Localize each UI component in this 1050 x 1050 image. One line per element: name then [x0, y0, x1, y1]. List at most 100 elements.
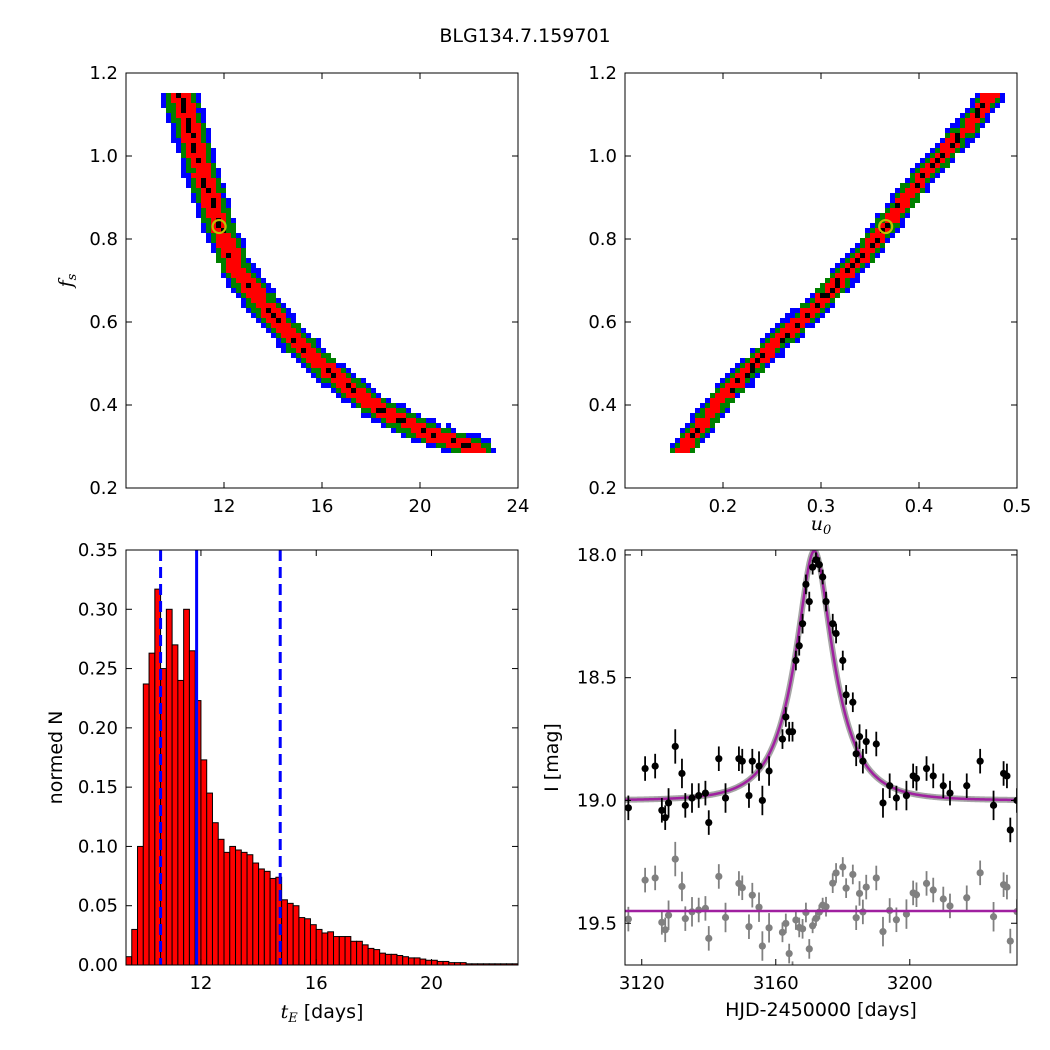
heatmap-cell — [770, 353, 775, 358]
heatmap-cell — [995, 103, 1000, 108]
histogram-bar — [384, 953, 392, 966]
heatmap-cell — [201, 113, 206, 118]
heatmap-cell — [216, 233, 221, 238]
heatmap-cell — [965, 108, 970, 113]
heatmap-cell — [341, 378, 346, 383]
heatmap-cell — [201, 143, 206, 148]
data-point — [872, 740, 880, 748]
heatmap-cell — [286, 308, 291, 313]
heatmap-cell — [296, 353, 301, 358]
heatmap-cell — [715, 383, 720, 388]
heatmap-cell — [201, 133, 206, 138]
heatmap-cell — [236, 263, 241, 268]
heatmap-cell — [905, 188, 910, 193]
heatmap-cell — [211, 218, 216, 223]
histogram-bar — [442, 960, 450, 966]
heatmap-cell — [191, 118, 196, 123]
heatmap-cell — [246, 268, 251, 273]
heatmap-cell — [181, 108, 186, 113]
data-point — [748, 757, 756, 765]
heatmap-cell — [820, 308, 825, 313]
y-axis-label: I [mag] — [541, 723, 563, 792]
heatmap-cell — [855, 253, 860, 258]
heatmap-cell — [196, 173, 201, 178]
heatmap-cell — [196, 193, 201, 198]
heatmap-cell — [461, 438, 466, 443]
heatmap-cell — [725, 378, 730, 383]
heatmap-cell — [735, 363, 740, 368]
heatmap-cell — [870, 238, 875, 243]
heatmap-cell — [775, 353, 780, 358]
heatmap-cell — [186, 158, 191, 163]
heatmap-cell — [820, 298, 825, 303]
heatmap-cell — [196, 208, 201, 213]
heatmap-cell — [705, 428, 710, 433]
heatmap-cell — [975, 133, 980, 138]
heatmap-cells — [670, 93, 1005, 453]
heatmap-cell — [346, 378, 351, 383]
heatmap-cell — [286, 323, 291, 328]
heatmap-cell — [710, 408, 715, 413]
heatmap-cell — [740, 388, 745, 393]
residual-point — [661, 926, 669, 934]
heatmap-cell — [980, 103, 985, 108]
heatmap-cell — [336, 388, 341, 393]
data-point — [852, 750, 860, 758]
heatmap-cell — [985, 108, 990, 113]
heatmap-cell — [231, 283, 236, 288]
heatmap-cell — [960, 128, 965, 133]
heatmap-cell — [236, 253, 241, 258]
heatmap-cell — [236, 278, 241, 283]
heatmap-cell — [216, 253, 221, 258]
heatmap-cell — [925, 163, 930, 168]
heatmap-cell — [201, 183, 206, 188]
heatmap-cell — [241, 303, 246, 308]
heatmap-cell — [236, 268, 241, 273]
heatmap-cell — [166, 108, 171, 113]
heatmap-cell — [211, 178, 216, 183]
heatmap-cell — [685, 448, 690, 453]
heatmap-cell — [980, 93, 985, 98]
heatmap-cell — [306, 363, 311, 368]
heatmap-cell — [301, 353, 306, 358]
heatmap-cell — [725, 388, 730, 393]
y-tick-label: 0.2 — [89, 478, 118, 499]
heatmap-cell — [236, 293, 241, 298]
x-tick-label: 20 — [420, 973, 443, 994]
histogram-bar — [298, 917, 306, 966]
heatmap-cell — [830, 298, 835, 303]
data-point — [792, 656, 800, 665]
heatmap-cell — [216, 203, 221, 208]
heatmap-cell — [845, 273, 850, 278]
heatmap-cell — [351, 403, 356, 408]
heatmap-cell — [845, 268, 850, 273]
heatmap-cell — [795, 333, 800, 338]
heatmap-cell — [271, 303, 276, 308]
heatmap-cell — [865, 233, 870, 238]
heatmap-cell — [436, 423, 441, 428]
heatmap-cell — [436, 428, 441, 433]
data-point — [1003, 772, 1011, 780]
heatmap-cell — [910, 178, 915, 183]
heatmap-cell — [760, 343, 765, 348]
heatmap-cell — [900, 213, 905, 218]
heatmap-cell — [760, 348, 765, 353]
heatmap-cell — [176, 148, 181, 153]
heatmap-cell — [201, 163, 206, 168]
heatmap-cell — [865, 263, 870, 268]
heatmap-cell — [750, 378, 755, 383]
heatmap-cell — [206, 188, 211, 193]
histogram-bar — [396, 955, 404, 966]
x-axis-label: tE [days] — [281, 1001, 364, 1026]
heatmap-cell — [675, 438, 680, 443]
heatmap-cell — [421, 438, 426, 443]
heatmap-cell — [890, 218, 895, 223]
heatmap-cell — [980, 108, 985, 113]
heatmap-cell — [930, 163, 935, 168]
heatmap-cell — [196, 93, 201, 98]
heatmap-cell — [965, 128, 970, 133]
heatmap-cell — [920, 168, 925, 173]
heatmap-cell — [201, 123, 206, 128]
heatmap-cell — [201, 148, 206, 153]
heatmap-cell — [720, 408, 725, 413]
